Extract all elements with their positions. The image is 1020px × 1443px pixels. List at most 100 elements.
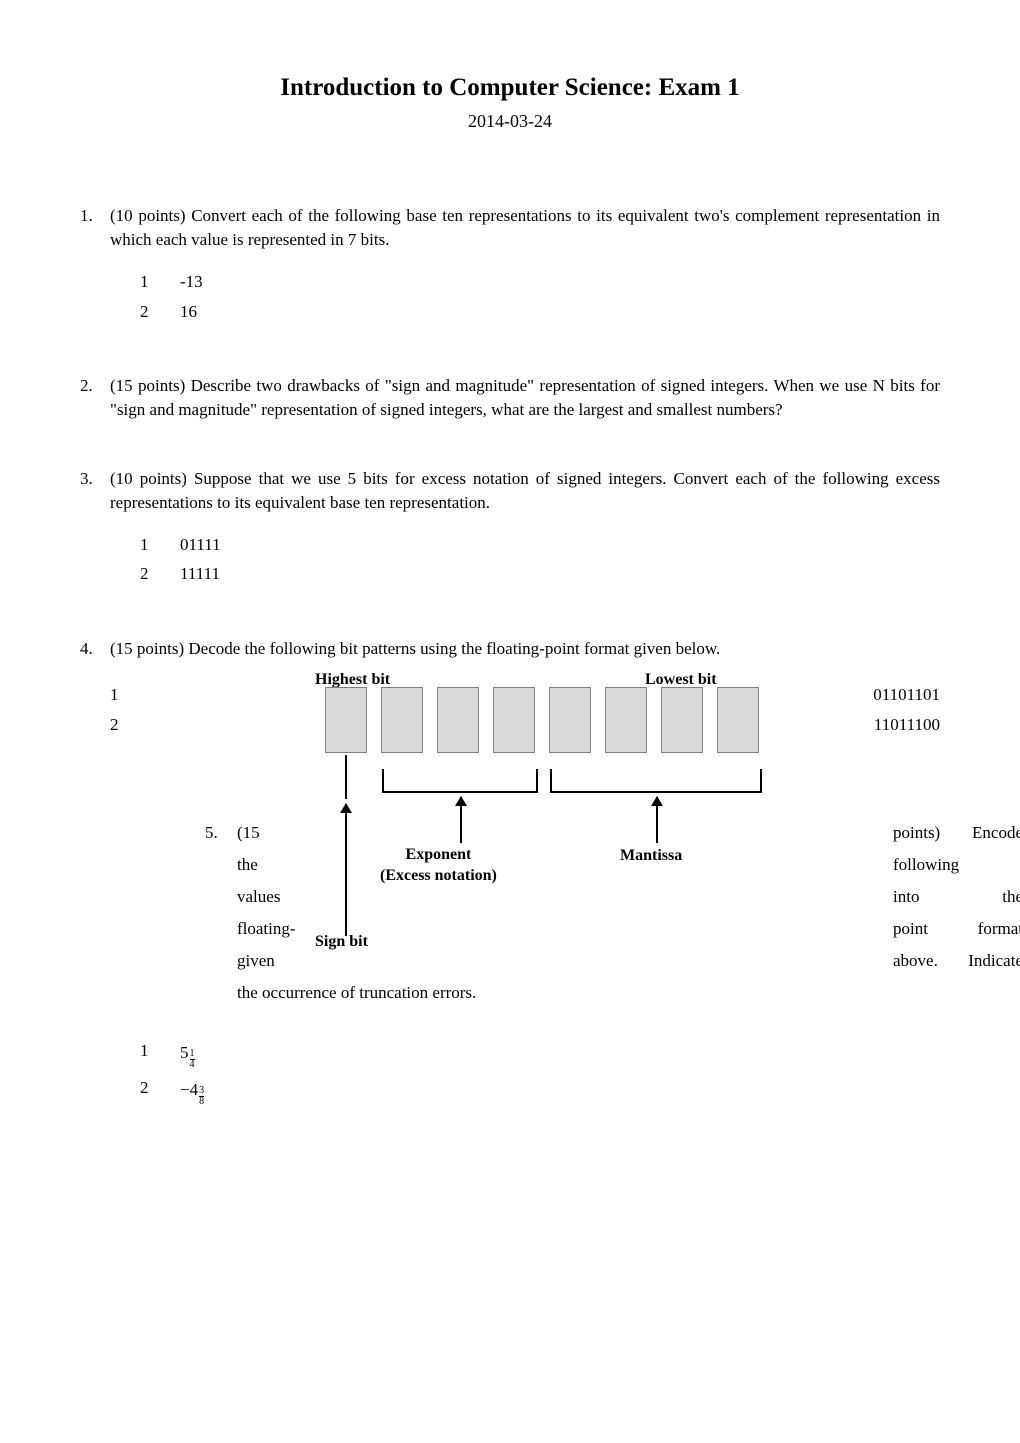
fraction-denominator: 8 (199, 1096, 204, 1107)
sign-bit-label: Sign bit (315, 931, 368, 953)
list-item: 1 01111 (140, 533, 940, 557)
mantissa-label: Mantissa (620, 845, 682, 867)
list-item: 2 (110, 713, 150, 737)
q5-item1-num: 1 (140, 1039, 180, 1070)
q3-item2-val: 11111 (180, 562, 940, 586)
list-item: 2 −438 (140, 1076, 940, 1107)
fraction-denominator: 4 (190, 1059, 195, 1070)
q5-frag: following (893, 853, 1020, 885)
mixed-fraction: −438 (180, 1078, 204, 1107)
bit-box (437, 687, 479, 753)
bit-box (605, 687, 647, 753)
q5-right-fragments: points) Encode following into the point for… (893, 821, 1020, 981)
q3-item1-num: 1 (140, 533, 180, 557)
q4-right-values: 01101101 11011100 (873, 683, 940, 743)
floating-point-layout: 1 2 01101101 11011100 Highest bit Lowest… (110, 669, 940, 1019)
q1-number: 1. (80, 204, 110, 228)
floating-point-diagram: Highest bit Lowest bit (265, 669, 795, 1019)
bit-box (717, 687, 759, 753)
list-item: 1 -13 (140, 270, 940, 294)
q5-word: following (893, 853, 959, 885)
q1-item1-num: 1 (140, 270, 180, 294)
bit-boxes (325, 687, 759, 753)
q4-text: (15 points) Decode the following bit pat… (110, 639, 720, 658)
fraction-whole: 5 (180, 1043, 189, 1062)
q1-item1-val: -13 (180, 270, 940, 294)
fraction-numerator: 1 (190, 1049, 195, 1059)
q4-item2-val: 11011100 (873, 713, 940, 737)
bit-box (325, 687, 367, 753)
q5-tail-line: the occurrence of truncation errors. (237, 981, 1020, 1005)
arrow-up-icon (656, 797, 658, 843)
q3-number: 3. (80, 467, 110, 491)
exponent-bracket (382, 769, 538, 793)
q5-item2-num: 2 (140, 1076, 180, 1107)
q5-word: points) (893, 821, 940, 853)
question-2: 2. (15 points) Describe two drawbacks of… (80, 374, 940, 422)
q1-item2-val: 16 (180, 300, 940, 324)
q4-item1-val: 01101101 (873, 683, 940, 707)
q5-frag: values (237, 885, 296, 917)
q5-frag: the (237, 853, 296, 885)
minus-sign: − (180, 1080, 190, 1099)
q4-item2-num: 2 (110, 713, 150, 737)
exponent-label: Exponent (Excess notation) (380, 845, 497, 887)
q2-number: 2. (80, 374, 110, 398)
bit-box (493, 687, 535, 753)
q5-word: format (978, 917, 1020, 949)
q5-number: 5. (205, 821, 235, 845)
q5-word: into (893, 885, 919, 917)
q1-item2-num: 2 (140, 300, 180, 324)
q5-word: above. (893, 949, 938, 981)
q5-frag: floating- (237, 917, 296, 949)
q1-body: (10 points) Convert each of the followin… (110, 204, 940, 329)
mixed-fraction: 514 (180, 1041, 195, 1070)
q5-frag: points) Encode (893, 821, 1020, 853)
q5-frag: into the (893, 885, 1020, 917)
fraction-whole: 4 (190, 1080, 199, 1099)
q5-left-fragments: (15 the values floating- given (237, 821, 296, 981)
q4-left-labels: 1 2 (110, 683, 150, 743)
list-item: 1 514 (140, 1039, 940, 1070)
q5-frag: (15 (237, 821, 296, 853)
list-item: 2 11111 (140, 562, 940, 586)
bit-box (549, 687, 591, 753)
q3-item1-val: 01111 (180, 533, 940, 557)
q5-word: point (893, 917, 928, 949)
exponent-label-text: Exponent (406, 846, 472, 863)
q2-text: (15 points) Describe two drawbacks of "s… (110, 374, 940, 422)
question-4: 4. (15 points) Decode the following bit … (80, 637, 940, 1019)
exam-date: 2014-03-24 (80, 109, 940, 134)
q5-word: Indicate (968, 949, 1020, 981)
q4-item1-num: 1 (110, 683, 150, 707)
q4-body: (15 points) Decode the following bit pat… (110, 637, 940, 1019)
bit-box (661, 687, 703, 753)
list-item: 1 (110, 683, 150, 707)
q5-sublist: 1 514 2 −438 (140, 1039, 940, 1107)
q5-frag: above. Indicate (893, 949, 1020, 981)
mantissa-bracket (550, 769, 762, 793)
q3-item2-num: 2 (140, 562, 180, 586)
q3-body: (10 points) Suppose that we use 5 bits f… (110, 467, 940, 592)
arrow-up-icon (345, 804, 347, 936)
exponent-sublabel: (Excess notation) (380, 867, 497, 884)
question-1: 1. (10 points) Convert each of the follo… (80, 204, 940, 329)
q5-frag: given (237, 949, 296, 981)
q1-sublist: 1 -13 2 16 (140, 270, 940, 324)
q5-item1-val: 514 (180, 1039, 940, 1070)
fraction-numerator: 3 (199, 1086, 204, 1096)
arrow-up-icon (460, 797, 462, 843)
q5-item2-val: −438 (180, 1076, 940, 1107)
q1-text: (10 points) Convert each of the followin… (110, 206, 940, 249)
q5-word: the (1002, 885, 1020, 917)
sign-stem-line (345, 755, 347, 799)
q5-word: Encode (972, 821, 1020, 853)
list-item: 2 16 (140, 300, 940, 324)
q3-text: (10 points) Suppose that we use 5 bits f… (110, 469, 940, 512)
q4-number: 4. (80, 637, 110, 661)
page-title: Introduction to Computer Science: Exam 1 (80, 70, 940, 105)
q5-frag: point format (893, 917, 1020, 949)
bit-box (381, 687, 423, 753)
question-3: 3. (10 points) Suppose that we use 5 bit… (80, 467, 940, 592)
q3-sublist: 1 01111 2 11111 (140, 533, 940, 587)
